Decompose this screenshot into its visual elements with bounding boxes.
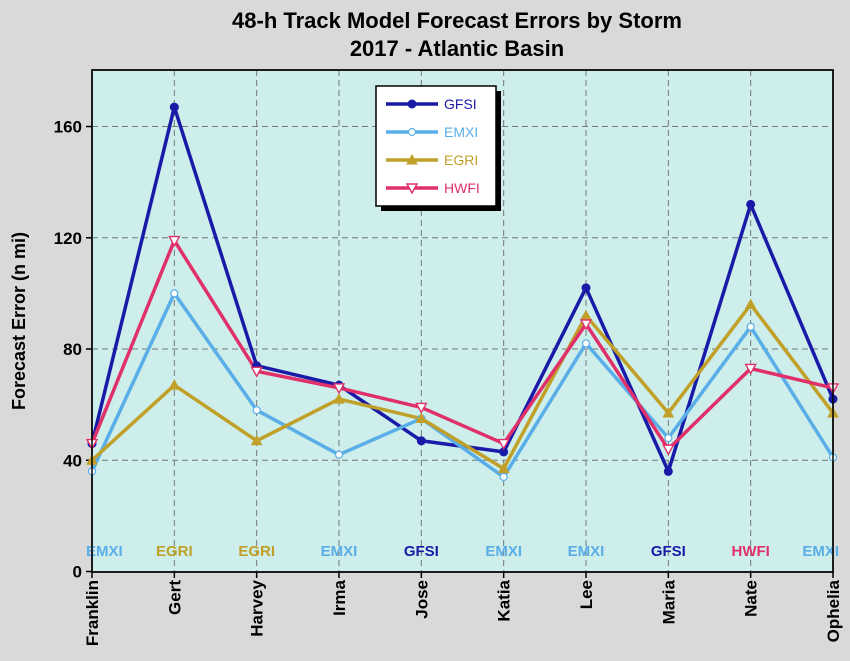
series-line-egri — [90, 302, 835, 471]
data-point — [407, 99, 417, 109]
data-point — [334, 450, 344, 459]
x-tick-label: Lee — [577, 580, 596, 609]
y-tick-label: 0 — [73, 563, 82, 582]
series-line-emxi — [90, 291, 835, 479]
data-point — [406, 153, 418, 165]
legend-label-emxi: EMXI — [444, 124, 478, 140]
data-point — [415, 402, 428, 414]
x-tick-label: Gert — [165, 580, 184, 615]
x-tick-label: Nate — [742, 580, 761, 617]
data-point — [497, 462, 510, 474]
x-tick-label: Ophelia — [824, 579, 843, 642]
y-tick-label: 160 — [54, 118, 82, 137]
y-tick-label: 40 — [63, 451, 82, 470]
legend-box — [375, 85, 497, 207]
data-point — [250, 434, 263, 446]
best-model-label: EMXI — [802, 543, 839, 560]
data-point — [415, 412, 428, 424]
data-point — [168, 379, 181, 390]
series-lines — [90, 105, 835, 479]
best-model-label: EMXI — [485, 543, 522, 560]
data-point — [168, 235, 181, 248]
best-model-labels: EMXI EGRI EGRI EMXI GFSI EMXI EMXI GFSI HWFI EMXI — [86, 543, 839, 560]
best-model-label: EGRI — [238, 543, 275, 560]
data-point — [581, 339, 591, 348]
x-tick-label: Maria — [659, 579, 678, 624]
x-axis: Franklin Gert Harvey Irma Jose Katia Lee Maria N… — [83, 572, 843, 646]
best-model-label: EGRI — [156, 543, 193, 560]
data-point — [169, 102, 179, 112]
best-model-label: EMXI — [321, 543, 358, 560]
x-tick-label: Jose — [412, 580, 431, 619]
data-point — [497, 438, 510, 451]
data-point — [746, 322, 755, 331]
legend: GFSI EMXI EGRI HWFI — [375, 85, 501, 211]
data-point — [662, 444, 675, 456]
y-axis: 0 40 80 120 160 — [54, 118, 92, 582]
data-point — [170, 289, 179, 298]
data-point — [416, 436, 426, 446]
data-point — [663, 466, 673, 476]
chart-title: 48-h Track Model Forecast Errors by Stor… — [232, 8, 682, 33]
data-point — [499, 472, 508, 482]
best-model-label: EMXI — [86, 543, 123, 560]
legend-label-gfsi: GFSI — [444, 96, 477, 112]
data-point — [407, 127, 417, 137]
x-tick-label: Franklin — [83, 580, 102, 646]
data-point — [250, 366, 263, 378]
series-line-hwfi — [90, 238, 834, 451]
y-axis-label: Forecast Error (n mi) — [9, 232, 29, 410]
best-model-label: EMXI — [568, 543, 605, 560]
data-point — [252, 406, 261, 415]
data-point — [333, 393, 345, 404]
data-point — [746, 199, 756, 209]
best-model-label: GFSI — [404, 543, 439, 560]
data-point — [332, 383, 346, 395]
x-tick-label: Harvey — [248, 579, 267, 636]
chart-subtitle: 2017 - Atlantic Basin — [350, 36, 564, 61]
x-tick-label: Katia — [495, 579, 514, 621]
y-tick-label: 80 — [63, 340, 82, 359]
data-point — [579, 319, 593, 331]
data-point — [581, 283, 591, 293]
legend-label-egri: EGRI — [444, 152, 478, 168]
best-model-label: HWFI — [732, 543, 770, 560]
x-tick-label: Irma — [330, 579, 349, 615]
legend-label-hwfi: HWFI — [444, 180, 480, 196]
plot-border — [91, 69, 834, 573]
best-model-label: GFSI — [651, 543, 686, 560]
data-point — [664, 433, 673, 443]
data-point — [744, 363, 757, 375]
data-point — [744, 298, 757, 310]
y-tick-label: 120 — [54, 229, 82, 248]
data-point — [662, 406, 675, 418]
data-point — [405, 183, 419, 195]
